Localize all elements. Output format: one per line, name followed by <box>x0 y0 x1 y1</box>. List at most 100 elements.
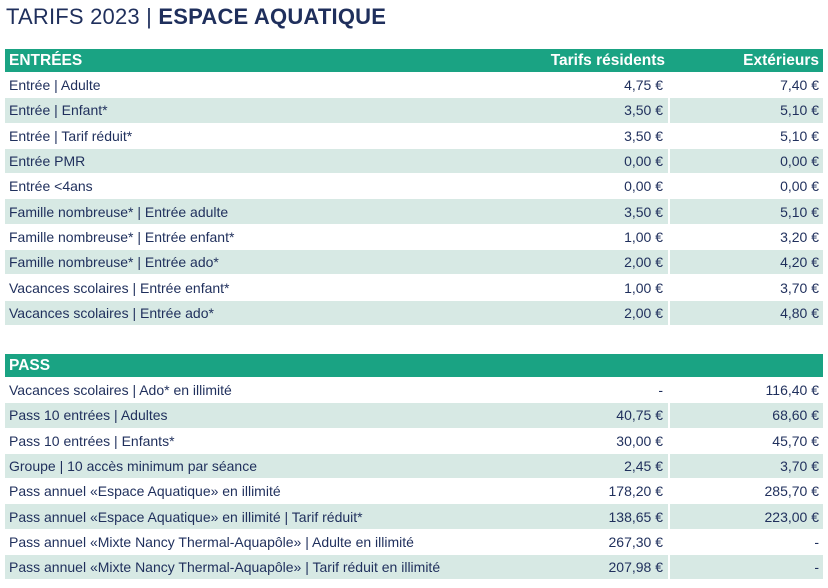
entrees-header-row: ENTRÉES Tarifs résidents Extérieurs <box>5 49 823 73</box>
column-divider <box>668 428 670 453</box>
row-label: Groupe | 10 accès minimum par séance <box>9 458 257 475</box>
resident-price: 267,30 € <box>608 533 664 550</box>
column-divider <box>668 148 670 174</box>
row-label: Pass annuel «Mixte Nancy Thermal-Aquapôl… <box>9 533 414 550</box>
column-divider <box>668 504 670 529</box>
column-header-residents: Tarifs résidents <box>550 51 665 69</box>
resident-price: 138,65 € <box>608 508 664 525</box>
exterieur-price: 4,20 € <box>780 254 819 271</box>
page-title-prefix: TARIFS 2023 | <box>6 4 159 29</box>
exterieur-price: 285,70 € <box>764 483 820 500</box>
table-row: Entrée PMR 0,00 € 0,00 € <box>5 148 823 175</box>
resident-price: 0,00 € <box>624 153 663 170</box>
exterieur-price: 5,10 € <box>780 127 819 144</box>
column-header-exterieurs: Extérieurs <box>743 51 819 69</box>
row-label: Pass annuel «Espace Aquatique» en illimi… <box>9 508 363 525</box>
table-row: Famille nombreuse* | Entrée ado* 2,00 € 4,… <box>5 250 823 276</box>
row-label: Famille nombreuse* | Entrée ado* <box>9 254 219 271</box>
row-label: Famille nombreuse* | Entrée adulte <box>9 203 229 220</box>
resident-price: 207,98 € <box>608 559 664 576</box>
table-row: Pass 10 entrées | Adultes 40,75 € 68,60 € <box>5 403 823 429</box>
page-title-main: ESPACE AQUATIQUE <box>158 4 387 29</box>
row-label: Entrée | Enfant* <box>9 102 108 119</box>
row-label: Pass 10 entrées | Enfants* <box>9 432 175 449</box>
column-divider <box>668 250 670 275</box>
row-label: Pass annuel «Espace Aquatique» en illimi… <box>9 483 281 500</box>
row-label: Entrée | Adulte <box>9 77 101 94</box>
exterieur-price: 116,40 € <box>765 382 819 399</box>
page-title: TARIFS 2023 | ESPACE AQUATIQUE <box>6 2 386 32</box>
resident-price: - <box>658 382 663 399</box>
entrees-table: ENTRÉES Tarifs résidents Extérieurs Entr… <box>5 49 823 326</box>
exterieur-price: 7,40 € <box>780 77 819 94</box>
table-row: Entrée | Tarif réduit* 3,50 € 5,10 € <box>5 123 823 149</box>
column-divider <box>668 123 670 148</box>
resident-price: 30,00 € <box>616 432 663 449</box>
row-label: Pass 10 entrées | Adultes <box>9 407 168 424</box>
exterieur-price: 3,70 € <box>780 279 819 296</box>
table-row: Vacances scolaires | Ado* en illimité - 11… <box>5 378 823 404</box>
resident-price: 3,50 € <box>624 203 663 220</box>
table-row: Groupe | 10 accès minimum par séance 2,45… <box>5 453 823 480</box>
resident-price: 2,45 € <box>624 458 663 475</box>
exterieur-price: 5,10 € <box>780 102 819 119</box>
row-label: Entrée <4ans <box>9 178 93 195</box>
pass-body: Vacances scolaires | Ado* en illimité - 11… <box>5 378 823 581</box>
entrees-body: Entrée | Adulte 4,75 € 7,40 € Entrée | Enfa… <box>5 73 823 326</box>
table-row: Entrée <4ans 0,00 € 0,00 € <box>5 174 823 200</box>
row-label: Vacances scolaires | Entrée enfant* <box>9 279 230 296</box>
resident-price: 178,20 € <box>608 483 664 500</box>
column-divider <box>668 73 670 98</box>
table-row: Famille nombreuse* | Entrée enfant* 1,00 … <box>5 224 823 251</box>
column-divider <box>668 275 670 300</box>
resident-price: 40,75 € <box>616 407 663 424</box>
column-divider <box>668 98 670 123</box>
table-row: Pass annuel «Mixte Nancy Thermal-Aquapôl… <box>5 555 823 581</box>
column-divider <box>668 403 670 428</box>
column-divider <box>668 529 670 555</box>
column-divider <box>668 378 670 403</box>
column-divider <box>668 300 670 325</box>
resident-price: 3,50 € <box>624 102 663 119</box>
exterieur-price: 3,70 € <box>780 458 819 475</box>
resident-price: 0,00 € <box>624 178 663 195</box>
column-divider <box>668 479 670 504</box>
resident-price: 3,50 € <box>624 127 663 144</box>
row-label: Entrée | Tarif réduit* <box>9 127 133 144</box>
resident-price: 2,00 € <box>624 304 663 321</box>
pass-table: PASS Vacances scolaires | Ado* en illimi… <box>5 354 823 581</box>
table-row: Pass 10 entrées | Enfants* 30,00 € 45,70 € <box>5 428 823 454</box>
resident-price: 2,00 € <box>624 254 663 271</box>
pass-heading: PASS <box>9 356 51 374</box>
column-divider <box>668 199 670 224</box>
table-row: Vacances scolaires | Entrée ado* 2,00 € 4,… <box>5 300 823 326</box>
row-label: Pass annuel «Mixte Nancy Thermal-Aquapôl… <box>9 559 441 576</box>
table-row: Pass annuel «Espace Aquatique» en illimi… <box>5 479 823 505</box>
exterieur-price: 45,70 € <box>772 432 819 449</box>
row-label: Vacances scolaires | Entrée ado* <box>9 304 214 321</box>
column-divider <box>668 224 670 250</box>
column-divider <box>668 174 670 199</box>
exterieur-price: 0,00 € <box>780 153 819 170</box>
row-label: Famille nombreuse* | Entrée enfant* <box>9 228 235 245</box>
resident-price: 1,00 € <box>624 228 663 245</box>
exterieur-price: 5,10 € <box>780 203 819 220</box>
row-label: Vacances scolaires | Ado* en illimité <box>9 382 232 399</box>
table-row: Entrée | Adulte 4,75 € 7,40 € <box>5 73 823 99</box>
exterieur-price: - <box>814 533 819 550</box>
table-row: Vacances scolaires | Entrée enfant* 1,00 … <box>5 275 823 301</box>
column-divider <box>668 555 670 580</box>
resident-price: 1,00 € <box>624 279 663 296</box>
row-label: Entrée PMR <box>9 153 86 170</box>
table-row: Famille nombreuse* | Entrée adulte 3,50 €… <box>5 199 823 225</box>
exterieur-price: - <box>814 559 819 576</box>
table-row: Entrée | Enfant* 3,50 € 5,10 € <box>5 98 823 124</box>
resident-price: 4,75 € <box>624 77 663 94</box>
exterieur-price: 223,00 € <box>764 508 820 525</box>
exterieur-price: 68,60 € <box>772 407 819 424</box>
exterieur-price: 3,20 € <box>780 228 819 245</box>
column-divider <box>668 453 670 479</box>
exterieur-price: 4,80 € <box>780 304 819 321</box>
pass-header-row: PASS <box>5 354 823 378</box>
entrees-heading: ENTRÉES <box>9 51 83 69</box>
